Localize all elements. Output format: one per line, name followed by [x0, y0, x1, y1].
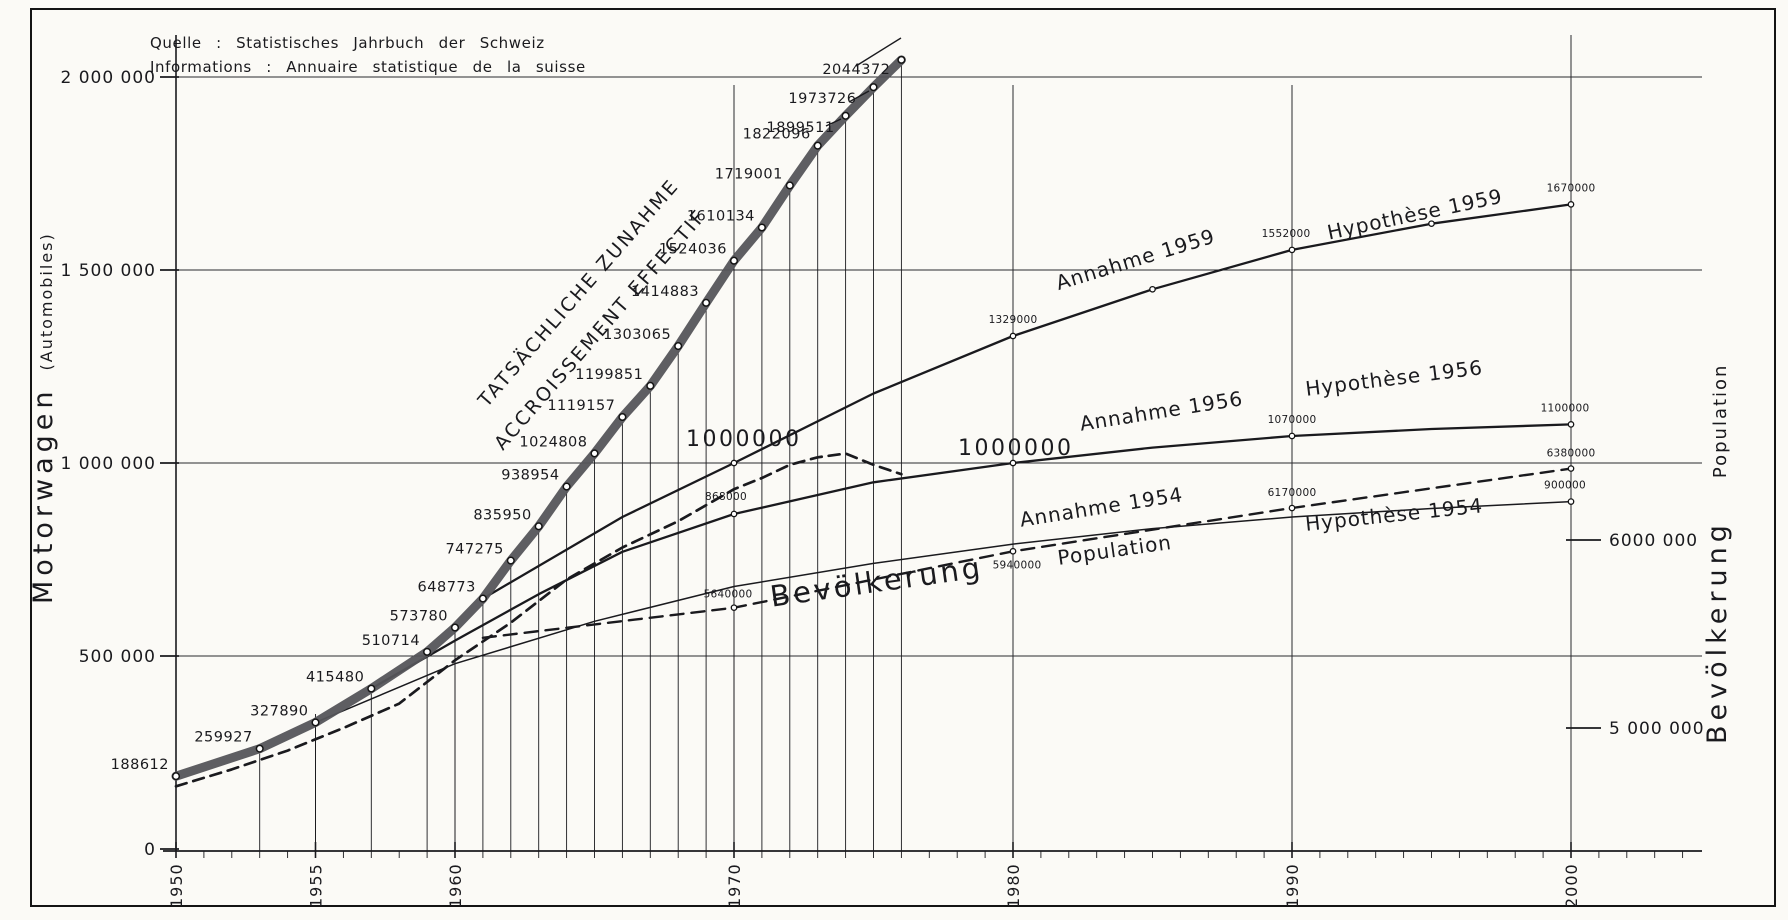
svg-text:1199851: 1199851 — [575, 367, 643, 383]
svg-text:747275: 747275 — [445, 542, 503, 558]
svg-text:1070000: 1070000 — [1268, 414, 1317, 426]
svg-text:835950: 835950 — [473, 507, 531, 523]
svg-text:1552000: 1552000 — [1262, 228, 1311, 240]
svg-text:1955: 1955 — [307, 863, 326, 908]
svg-text:1524036: 1524036 — [659, 242, 727, 258]
svg-text:1950: 1950 — [167, 863, 186, 908]
svg-text:2 000 000: 2 000 000 — [60, 68, 156, 88]
svg-text:500 000: 500 000 — [79, 647, 156, 667]
value-callout-1970: 1000000 — [686, 427, 802, 452]
svg-text:327890: 327890 — [250, 703, 308, 719]
svg-text:1 000 000: 1 000 000 — [60, 454, 156, 474]
svg-text:0: 0 — [144, 840, 156, 860]
value-callout-1980: 1000000 — [958, 436, 1074, 461]
right-axis-title: Bevölkerung Population — [1702, 364, 1733, 744]
svg-text:1990: 1990 — [1283, 863, 1302, 908]
left-axis-title: Motorwagen (Automobiles) — [28, 232, 59, 604]
series-population_actual — [174, 452, 903, 788]
svg-text:6380000: 6380000 — [1547, 448, 1596, 460]
svg-text:1970: 1970 — [725, 863, 744, 908]
right-axis-title-sub: Population — [1710, 363, 1731, 479]
svg-text:900000: 900000 — [1544, 480, 1586, 492]
svg-text:1414883: 1414883 — [631, 284, 699, 300]
svg-text:2000: 2000 — [1562, 863, 1581, 908]
svg-text:5940000: 5940000 — [993, 559, 1042, 571]
svg-text:6000 000: 6000 000 — [1609, 531, 1698, 551]
svg-text:1329000: 1329000 — [989, 314, 1038, 326]
left-axis-title-main: Motorwagen — [28, 386, 59, 604]
series-hypothesis_1954 — [314, 500, 1572, 724]
svg-text:1822096: 1822096 — [743, 127, 811, 143]
svg-text:6170000: 6170000 — [1268, 487, 1317, 499]
left-axis-title-sub: (Automobiles) — [37, 232, 56, 371]
point-labels: 188612 259927 327890 415480 510714 573780 6487… — [111, 37, 1596, 773]
svg-text:1960: 1960 — [446, 863, 465, 908]
point-markers — [171, 55, 1575, 781]
svg-text:2044372: 2044372 — [822, 62, 890, 78]
svg-text:1024808: 1024808 — [519, 434, 587, 450]
series-actual_cars — [171, 55, 906, 781]
svg-text:1119157: 1119157 — [547, 398, 615, 414]
drop-lines — [259, 64, 902, 851]
svg-text:1719001: 1719001 — [715, 166, 783, 182]
svg-text:1980: 1980 — [1004, 863, 1023, 908]
svg-text:1899511: 1899511 — [767, 120, 835, 136]
svg-text:1303065: 1303065 — [603, 327, 671, 343]
svg-text:5640000: 5640000 — [704, 589, 753, 601]
svg-text:5 000 000: 5 000 000 — [1609, 719, 1705, 739]
svg-text:1670000: 1670000 — [1547, 182, 1596, 194]
series-population_projection — [481, 467, 1573, 639]
right-axis-title-main: Bevölkerung — [1702, 520, 1733, 744]
svg-text:259927: 259927 — [194, 730, 252, 746]
figure-border — [30, 8, 1776, 907]
svg-text:1610134: 1610134 — [687, 208, 755, 224]
svg-text:415480: 415480 — [306, 670, 364, 686]
svg-text:1100000: 1100000 — [1541, 402, 1590, 414]
svg-text:510714: 510714 — [362, 633, 420, 649]
svg-text:1973726: 1973726 — [788, 91, 856, 107]
series-hypothesis_1956 — [370, 423, 1573, 690]
svg-text:1 500 000: 1 500 000 — [60, 261, 156, 281]
source-line-de: Quelle : Statistisches Jahrbuch der Schw… — [150, 34, 545, 52]
svg-text:188612: 188612 — [111, 757, 169, 773]
svg-text:868000: 868000 — [705, 491, 747, 503]
svg-text:938954: 938954 — [501, 468, 559, 484]
source-line-fr: Informations : Annuaire statistique de l… — [150, 58, 586, 76]
gridlines — [163, 35, 1702, 851]
svg-text:573780: 573780 — [390, 609, 448, 625]
svg-text:648773: 648773 — [418, 580, 476, 596]
axes: 2 000 000 1 500 000 1 000 000 500 000 0 6000 … — [60, 35, 1704, 908]
